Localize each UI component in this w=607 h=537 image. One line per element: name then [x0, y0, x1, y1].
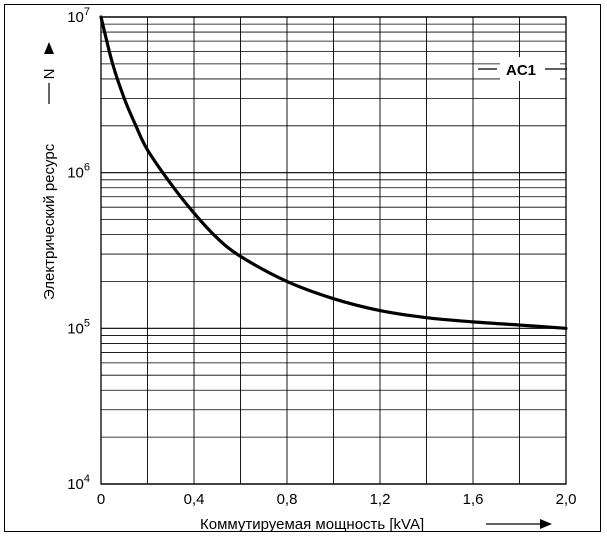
chart-frame — [4, 4, 601, 532]
grid — [100, 16, 567, 485]
x-tick-label: 1,2 — [370, 491, 391, 508]
x-tick-label: 1,6 — [463, 491, 484, 508]
y-tick-label: 104 — [67, 473, 90, 493]
series-layer — [99, 15, 568, 330]
x-tick-label: 2,0 — [556, 491, 577, 508]
y-tick-exponent: 6 — [84, 162, 90, 174]
y-axis-symbol: N — [41, 69, 58, 80]
y-tick-exponent: 5 — [84, 317, 90, 329]
x-arrow-icon — [540, 519, 552, 529]
x-tick-label: 0,8 — [277, 491, 298, 508]
y-tick-exponent: 7 — [84, 6, 90, 18]
y-tick-label: 106 — [67, 162, 90, 182]
y-arrow-icon — [44, 42, 54, 54]
legend-label: AC1 — [506, 62, 536, 79]
series-line-ac1 — [99, 15, 568, 330]
y-tick-label: 105 — [67, 317, 90, 337]
y-tick-label: 107 — [67, 6, 90, 26]
x-axis-title: Коммутируемая мощность [kVA] — [200, 516, 424, 533]
tick-labels: 0 0,4 0,8 1,2 1,6 2,0 104 105 106 107 — [67, 6, 576, 508]
y-tick-exponent: 4 — [84, 473, 90, 485]
x-tick-label: 0,4 — [184, 491, 205, 508]
y-axis-title: Электрический ресурс — [41, 143, 58, 300]
plot-border — [100, 16, 567, 485]
x-tick-label: 0 — [97, 491, 105, 508]
